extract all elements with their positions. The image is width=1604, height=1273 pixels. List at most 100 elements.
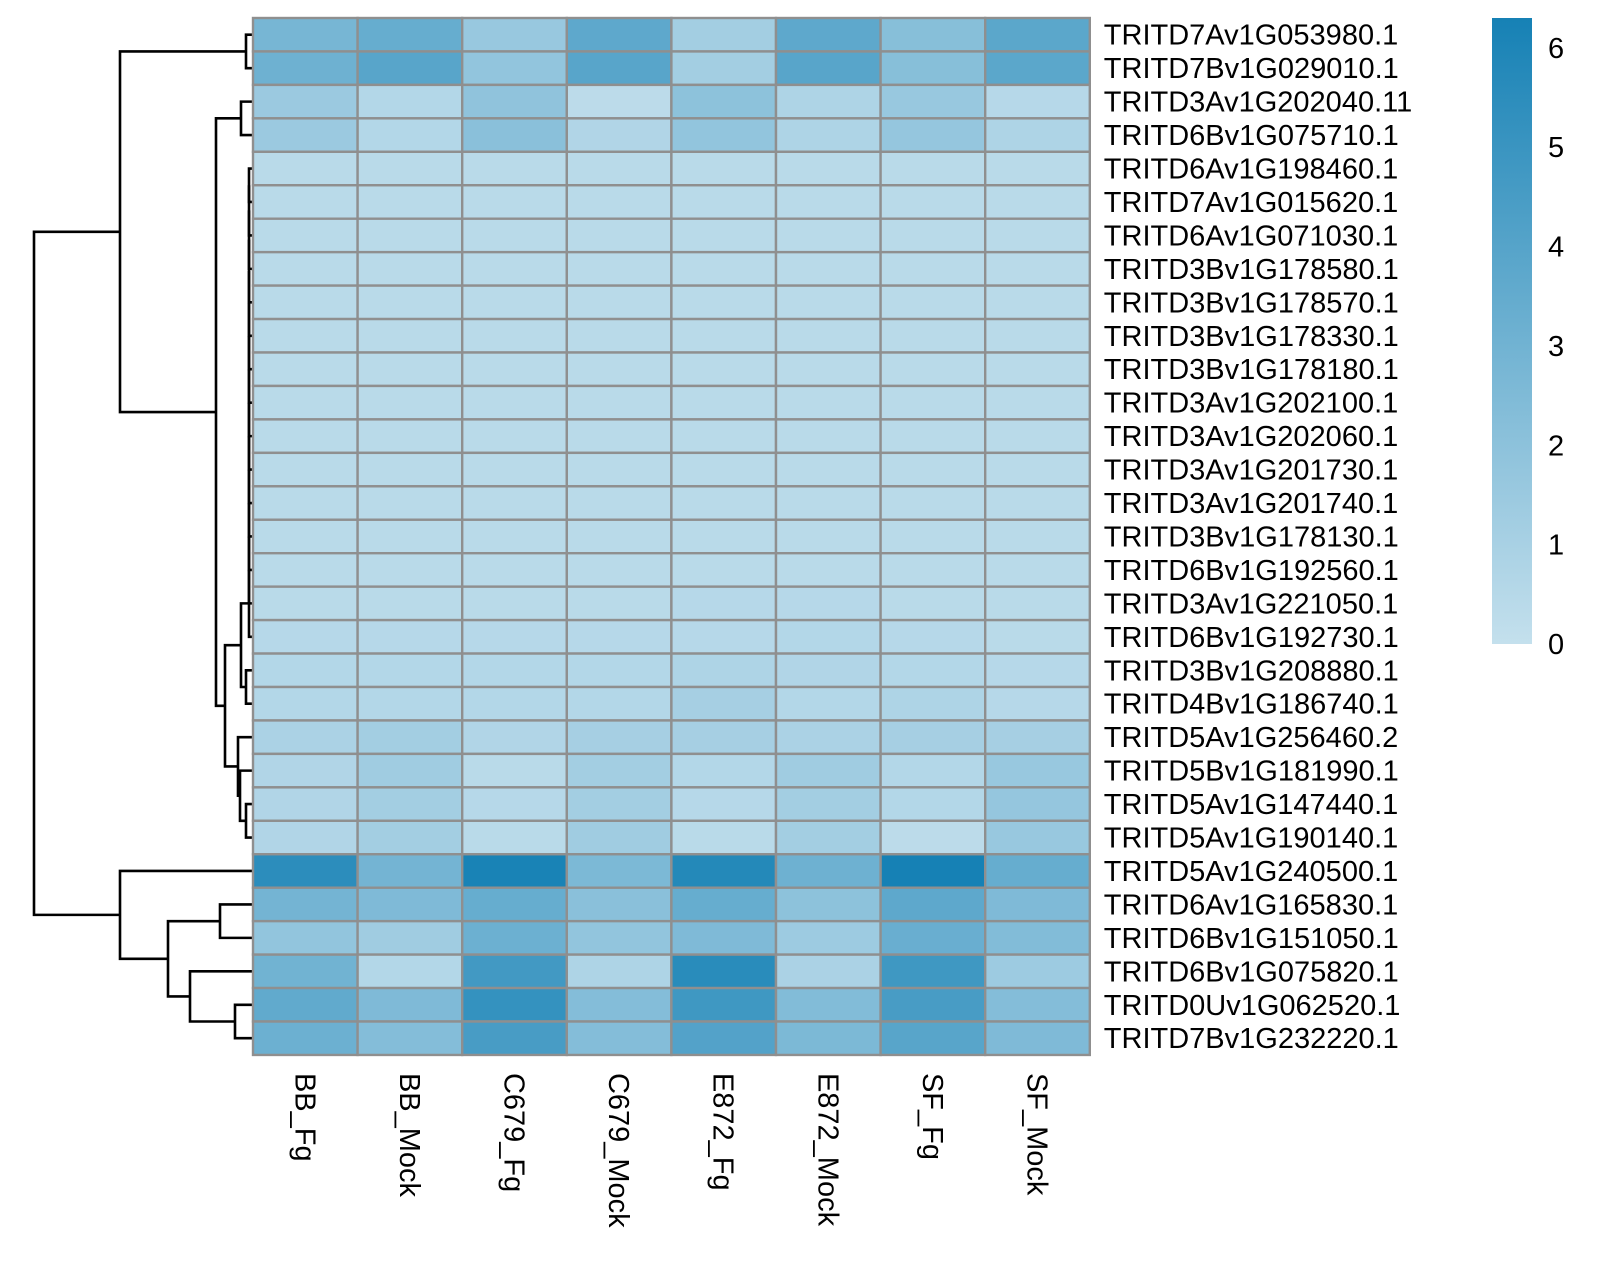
heatmap-cell (251, 719, 359, 756)
heatmap-cell (356, 953, 464, 990)
row-label: TRITD6Av1G071030.1 (1104, 220, 1398, 252)
heatmap-cell (565, 719, 673, 756)
heatmap-cell (461, 819, 569, 856)
heatmap-cell (774, 317, 882, 354)
dendrogram-branch (166, 919, 220, 998)
heatmap-cell (774, 819, 882, 856)
heatmap-cell (670, 485, 778, 521)
heatmap-cell (251, 518, 359, 555)
heatmap-cell (251, 953, 359, 990)
heatmap-cell (565, 351, 673, 388)
heatmap-cell (670, 16, 778, 53)
heatmap-cell (565, 819, 673, 856)
heatmap-cell (670, 719, 778, 756)
heatmap-cell (251, 786, 359, 822)
heatmap-cell (984, 83, 1092, 120)
heatmap-cell (670, 685, 778, 722)
heatmap-cell (565, 217, 673, 254)
heatmap-cell (984, 16, 1092, 53)
heatmap-cell (356, 418, 464, 455)
row-label: TRITD7Bv1G232220.1 (1104, 1023, 1399, 1055)
heatmap-cell (879, 618, 987, 655)
heatmap-cell (774, 853, 882, 889)
heatmap-cell (774, 552, 882, 588)
heatmap-cell (251, 317, 359, 354)
heatmap-cell (670, 351, 778, 388)
heatmap-cell (251, 1020, 359, 1057)
row-label: TRITD4Bv1G186740.1 (1104, 689, 1399, 721)
heatmap-cell (565, 451, 673, 488)
heatmap-cell (356, 1020, 464, 1057)
heatmap-cell (565, 50, 673, 87)
heatmap-cell (251, 986, 359, 1023)
heatmap-cell (356, 50, 464, 87)
heatmap-cell (774, 83, 882, 120)
heatmap-cell (356, 919, 464, 956)
heatmap-cell (879, 451, 987, 488)
heatmap-cell (984, 150, 1092, 187)
heatmap-cell (984, 552, 1092, 588)
heatmap-cell (461, 16, 569, 53)
heatmap-cell (565, 418, 673, 455)
heatmap-cell (251, 83, 359, 120)
heatmap-cell (670, 552, 778, 588)
heatmap-cell (356, 217, 464, 254)
heatmap-cell (251, 451, 359, 488)
heatmap-cell (670, 786, 778, 822)
heatmap-cell (774, 518, 882, 555)
heatmap-cell (879, 250, 987, 287)
heatmap-cell (984, 685, 1092, 722)
heatmap-cell (879, 585, 987, 622)
colorbar-tick-label: 2 (1548, 430, 1564, 462)
heatmap-cell (461, 351, 569, 388)
heatmap-cell (670, 585, 778, 622)
heatmap-cell (461, 552, 569, 588)
row-label: TRITD3Bv1G178580.1 (1104, 254, 1399, 286)
heatmap-cell (670, 284, 778, 321)
heatmap-cell (879, 317, 987, 354)
heatmap-cell (774, 886, 882, 923)
heatmap-cell (879, 786, 987, 822)
heatmap-cell (879, 117, 987, 153)
heatmap-cell (356, 585, 464, 622)
colorbar-tick-label: 5 (1548, 132, 1564, 164)
heatmap-cell (565, 886, 673, 923)
heatmap-cell (774, 585, 882, 622)
heatmap-cell (565, 384, 673, 421)
heatmap-cell (461, 451, 569, 488)
row-label: TRITD3Bv1G178570.1 (1104, 287, 1399, 319)
heatmap-cell (774, 117, 882, 153)
heatmap-cell (774, 184, 882, 220)
heatmap-cell (774, 451, 882, 488)
heatmap-cell (774, 1020, 882, 1057)
heatmap-cell (461, 986, 569, 1023)
heatmap-cell (565, 618, 673, 655)
colorbar-gradient (1492, 18, 1532, 644)
heatmap-cell (774, 418, 882, 455)
heatmap-cell (356, 752, 464, 789)
row-label: TRITD3Av1G202100.1 (1104, 388, 1398, 420)
heatmap-cell (356, 618, 464, 655)
row-label: TRITD5Av1G256460.2 (1104, 722, 1398, 754)
heatmap-cell (565, 117, 673, 153)
heatmap-cell (251, 250, 359, 287)
heatmap-cell (984, 117, 1092, 153)
heatmap-cell (670, 184, 778, 220)
heatmap-cell (251, 919, 359, 956)
heatmap-cell (774, 685, 882, 722)
row-label: TRITD3Av1G201730.1 (1104, 455, 1398, 487)
row-label: TRITD6Bv1G192560.1 (1104, 555, 1399, 587)
column-label: E872_Fg (707, 1073, 739, 1191)
row-label: TRITD6Av1G165830.1 (1104, 889, 1398, 921)
heatmap-cell (984, 886, 1092, 923)
heatmap-cell (251, 853, 359, 889)
heatmap-cell (461, 150, 569, 187)
heatmap-cell (984, 217, 1092, 254)
heatmap-cell (356, 685, 464, 722)
heatmap-cell (670, 518, 778, 555)
heatmap-cell (461, 83, 569, 120)
row-label: TRITD3Av1G201740.1 (1104, 488, 1398, 520)
heatmap-cell (251, 652, 359, 689)
heatmap-cell (356, 819, 464, 856)
row-label: TRITD3Av1G202060.1 (1104, 421, 1398, 453)
